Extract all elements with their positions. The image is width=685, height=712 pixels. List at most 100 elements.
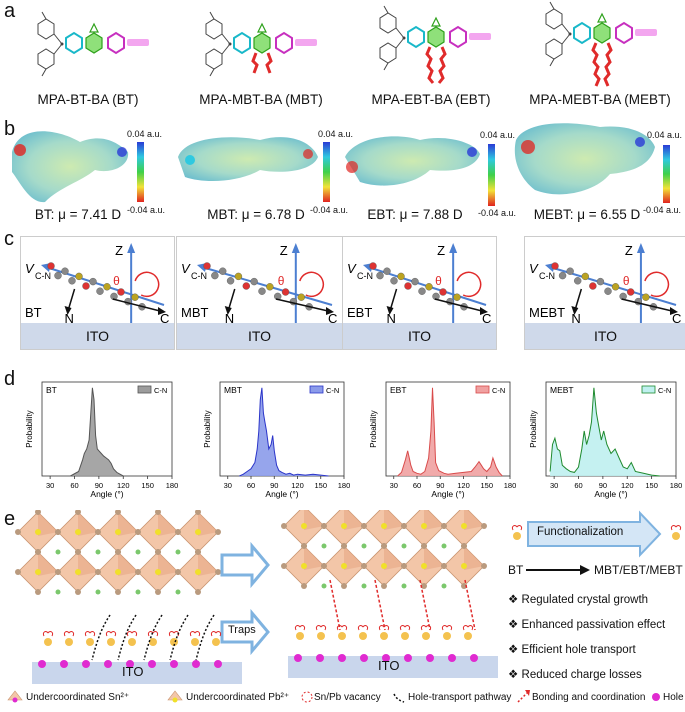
angle-chart: 30 60 90 120 150 180 Angle (°) Probability EBT C-… xyxy=(369,381,516,499)
esp-maps xyxy=(12,123,670,206)
sam-molecule xyxy=(357,625,369,641)
hole-dot xyxy=(170,660,178,668)
cbar-top-ebt: 0.04 a.u. xyxy=(480,130,516,140)
theta-label: θ xyxy=(623,274,630,288)
x-tick-label: 120 xyxy=(117,481,130,490)
cbar-bottom-ebt: -0.04 a.u. xyxy=(478,208,517,218)
perovskite-octahedron xyxy=(134,510,182,556)
vector-label: V xyxy=(181,261,191,276)
ito-substrate: ITO xyxy=(21,323,174,349)
legend-hole-pathway: Hole-transport pathway xyxy=(408,692,512,703)
chart-title: MBT xyxy=(224,385,242,395)
hole-dot xyxy=(360,654,368,662)
dipole-bt: BT: μ = 7.41 D xyxy=(34,207,122,222)
sam-molecule xyxy=(126,631,138,647)
angle-distribution-charts: 30 60 90 120 150 180 Angle (°) Probability BT C-N… xyxy=(25,381,682,499)
x-axis-label: Angle (°) xyxy=(90,489,123,499)
c-label: C xyxy=(328,311,337,323)
x-axis-label: Angle (°) xyxy=(431,489,464,499)
hole-dot xyxy=(148,660,156,668)
perovskite-octahedron xyxy=(54,510,102,556)
x-axis-label: Angle (°) xyxy=(265,489,298,499)
series-area xyxy=(397,387,503,476)
y-axis-label: Probability xyxy=(369,410,378,447)
hole-dot xyxy=(316,654,324,662)
y-axis-label: Probability xyxy=(529,410,538,447)
perovskite-octahedron xyxy=(280,542,328,590)
hole-dot xyxy=(60,660,68,668)
angle-chart: 30 60 90 120 150 180 Angle (°) Probability MEBT C… xyxy=(529,381,682,499)
bonding-arrow xyxy=(464,579,476,631)
series-line xyxy=(70,387,124,477)
hole-dot xyxy=(126,660,134,668)
bonding-arrow xyxy=(419,579,431,631)
hole-dot xyxy=(404,654,412,662)
hole-dot xyxy=(82,660,90,668)
perovskite-octahedron xyxy=(320,542,368,590)
hole-dot xyxy=(294,654,302,662)
hole-dot xyxy=(470,654,478,662)
targets-label: MBT/EBT/MEBT xyxy=(594,563,683,577)
perovskite-octahedron xyxy=(134,548,182,596)
cbar-bottom-bt: -0.04 a.u. xyxy=(127,205,166,215)
bt-label: BT xyxy=(508,563,524,577)
vector-subscript: C-N xyxy=(539,271,555,281)
vector-label: V xyxy=(529,261,539,276)
z-axis-label: Z xyxy=(115,243,123,258)
orientation-diagram: Z V C-N N Cθ EBT xyxy=(347,243,491,323)
vector-label: V xyxy=(25,261,35,276)
a-site-cation xyxy=(401,543,407,549)
perovskite-octahedron xyxy=(360,542,408,590)
cbar-bottom-mebt: -0.04 a.u. xyxy=(643,205,682,215)
c-label: C xyxy=(160,311,169,323)
perovskite-octahedron xyxy=(174,510,222,556)
hole-dot xyxy=(448,654,456,662)
panel-b-label: b xyxy=(4,118,16,140)
vector-subscript: C-N xyxy=(191,271,207,281)
hole-dot xyxy=(338,654,346,662)
sam-molecule xyxy=(294,625,306,641)
hole-pathway xyxy=(169,614,189,661)
sam-molecule xyxy=(399,625,411,641)
hole-dot xyxy=(192,660,200,668)
a-site-cation xyxy=(55,549,61,555)
cbar-top-mbt: 0.04 a.u. xyxy=(318,129,354,139)
a-site-cation xyxy=(441,543,447,549)
x-tick-label: 120 xyxy=(291,481,304,490)
feature-list: ❖ Regulated crystal growth ❖ Enhanced pa… xyxy=(508,592,665,681)
angle-chart: 30 60 90 120 150 180 Angle (°) Probability BT C-N xyxy=(25,381,179,499)
x-tick-label: 150 xyxy=(480,481,493,490)
molecule-structures xyxy=(37,1,658,87)
hole-dot xyxy=(426,654,434,662)
ito-label-left: ITO xyxy=(122,664,144,679)
sam-molecule xyxy=(168,631,180,647)
x-tick-label: 90 xyxy=(436,481,444,490)
x-tick-label: 180 xyxy=(166,481,179,490)
legend-swatch xyxy=(475,385,490,394)
a-site-cation xyxy=(135,589,141,595)
x-tick-label: 90 xyxy=(599,481,607,490)
molecule-name-bt: MPA-BT-BA (BT) xyxy=(37,92,139,107)
box-name-label: MEBT xyxy=(529,305,565,320)
hole-pathway xyxy=(117,614,137,661)
sam-molecule xyxy=(336,625,348,641)
y-axis-label: Probability xyxy=(203,410,212,447)
chart-title: MEBT xyxy=(550,385,574,395)
theta-label: θ xyxy=(113,274,120,288)
cbar-bottom-mbt: -0.04 a.u. xyxy=(310,205,349,215)
cbar-top-bt: 0.04 a.u. xyxy=(127,129,163,139)
x-tick-label: 120 xyxy=(457,481,470,490)
legend-label: C-N xyxy=(492,386,505,395)
orientation-diagram: Z V C-N N Cθ MBT xyxy=(181,243,337,323)
legend-bonding: Bonding and coordination xyxy=(532,692,646,703)
traps-label: Traps xyxy=(228,624,256,636)
orientation-diagram: Z V C-N N Cθ MEBT xyxy=(529,243,681,323)
x-tick-label: 60 xyxy=(413,481,421,490)
x-tick-label: 30 xyxy=(390,481,398,490)
legend-label: C-N xyxy=(658,386,671,395)
feature-item: ❖ Enhanced passivation effect xyxy=(508,619,666,631)
